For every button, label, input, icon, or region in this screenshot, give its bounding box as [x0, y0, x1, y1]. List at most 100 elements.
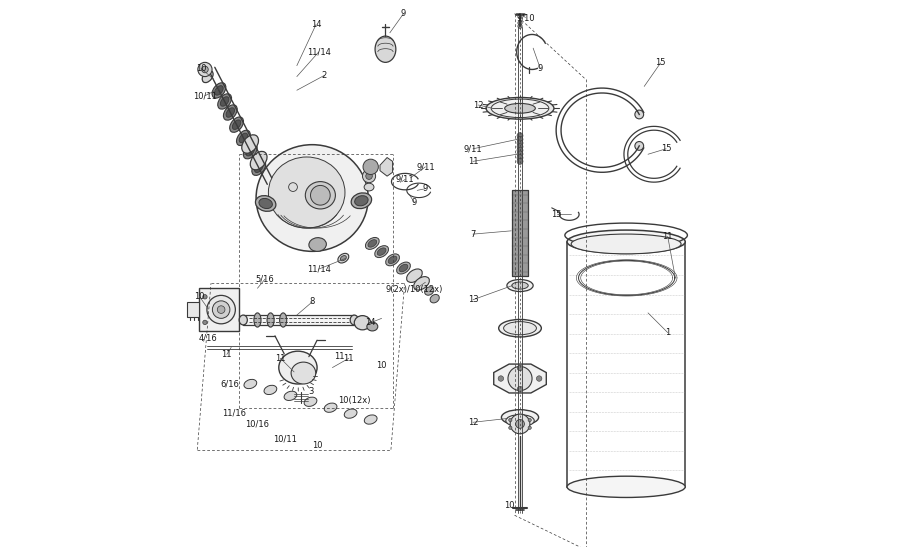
Circle shape: [518, 365, 523, 371]
Text: 15: 15: [655, 59, 666, 67]
Circle shape: [198, 62, 212, 77]
Ellipse shape: [223, 105, 238, 120]
Ellipse shape: [364, 415, 377, 424]
Ellipse shape: [368, 240, 377, 247]
Ellipse shape: [284, 391, 297, 400]
Text: 12: 12: [473, 101, 483, 109]
Ellipse shape: [242, 135, 258, 153]
Ellipse shape: [512, 282, 528, 289]
Text: 8: 8: [310, 298, 315, 306]
Ellipse shape: [506, 415, 535, 427]
Ellipse shape: [256, 145, 368, 252]
Ellipse shape: [202, 71, 213, 83]
Circle shape: [202, 66, 208, 73]
Circle shape: [528, 418, 531, 422]
Ellipse shape: [250, 152, 267, 170]
Ellipse shape: [499, 319, 541, 337]
Ellipse shape: [399, 264, 408, 272]
Text: 9: 9: [400, 9, 406, 18]
Ellipse shape: [230, 117, 244, 132]
Ellipse shape: [567, 230, 685, 253]
Ellipse shape: [215, 86, 223, 95]
Ellipse shape: [407, 269, 422, 282]
Ellipse shape: [268, 157, 345, 228]
Ellipse shape: [377, 248, 386, 255]
Ellipse shape: [504, 322, 536, 335]
Ellipse shape: [355, 196, 368, 206]
Ellipse shape: [324, 403, 337, 412]
Circle shape: [508, 418, 512, 422]
Circle shape: [517, 136, 523, 142]
Bar: [243, 315, 355, 325]
Ellipse shape: [355, 316, 371, 330]
Text: 6/16: 6/16: [220, 380, 239, 388]
Ellipse shape: [486, 97, 554, 119]
Circle shape: [508, 426, 512, 429]
Ellipse shape: [425, 287, 434, 295]
Ellipse shape: [338, 253, 349, 263]
Circle shape: [517, 140, 523, 146]
Polygon shape: [380, 158, 392, 176]
Text: 9/11: 9/11: [416, 162, 435, 171]
Ellipse shape: [397, 262, 410, 274]
Text: 7: 7: [471, 230, 476, 238]
Text: 10(12x): 10(12x): [338, 396, 371, 405]
Text: 10/16: 10/16: [246, 420, 269, 428]
Ellipse shape: [350, 315, 358, 325]
Ellipse shape: [232, 120, 241, 130]
Text: 14: 14: [365, 318, 376, 327]
Circle shape: [517, 144, 523, 150]
Text: 11: 11: [275, 354, 285, 363]
Ellipse shape: [243, 143, 257, 159]
Text: 9: 9: [537, 64, 543, 73]
Text: 10: 10: [312, 441, 323, 450]
Text: 9/10: 9/10: [517, 13, 535, 22]
Text: 10: 10: [196, 64, 206, 73]
Circle shape: [517, 132, 523, 139]
Ellipse shape: [386, 254, 400, 266]
Text: 2: 2: [321, 71, 327, 80]
Ellipse shape: [340, 255, 346, 261]
Circle shape: [528, 426, 531, 429]
Ellipse shape: [220, 97, 229, 106]
Ellipse shape: [430, 294, 439, 303]
Text: 9(2x)/10(12x): 9(2x)/10(12x): [386, 286, 443, 294]
Ellipse shape: [501, 410, 538, 425]
Circle shape: [498, 376, 504, 381]
Circle shape: [634, 142, 644, 150]
Bar: [512, 190, 528, 276]
Circle shape: [517, 151, 523, 157]
Circle shape: [365, 173, 373, 179]
Text: 11: 11: [221, 350, 232, 359]
Ellipse shape: [491, 99, 549, 118]
Text: 10: 10: [376, 361, 387, 370]
Circle shape: [634, 110, 644, 119]
Text: 13: 13: [468, 295, 478, 304]
Text: 10: 10: [194, 292, 204, 301]
Circle shape: [517, 158, 523, 165]
Ellipse shape: [244, 380, 256, 388]
Ellipse shape: [212, 83, 226, 98]
Circle shape: [516, 420, 525, 428]
Ellipse shape: [567, 476, 685, 497]
Text: 9/11: 9/11: [464, 144, 482, 153]
Circle shape: [517, 147, 523, 153]
Text: 10: 10: [504, 502, 514, 510]
Ellipse shape: [507, 280, 533, 292]
Circle shape: [212, 301, 230, 318]
Ellipse shape: [239, 133, 248, 143]
Circle shape: [536, 376, 542, 381]
Text: 5/16: 5/16: [256, 275, 274, 283]
Text: 11/14: 11/14: [307, 48, 330, 56]
Ellipse shape: [388, 256, 397, 264]
Circle shape: [289, 183, 297, 191]
Ellipse shape: [267, 313, 274, 327]
Circle shape: [518, 24, 522, 28]
Text: 3: 3: [308, 387, 313, 395]
Ellipse shape: [279, 351, 317, 384]
Ellipse shape: [344, 409, 357, 418]
FancyBboxPatch shape: [200, 288, 239, 331]
Ellipse shape: [255, 163, 263, 172]
Polygon shape: [494, 364, 546, 393]
Text: 11: 11: [344, 354, 354, 363]
